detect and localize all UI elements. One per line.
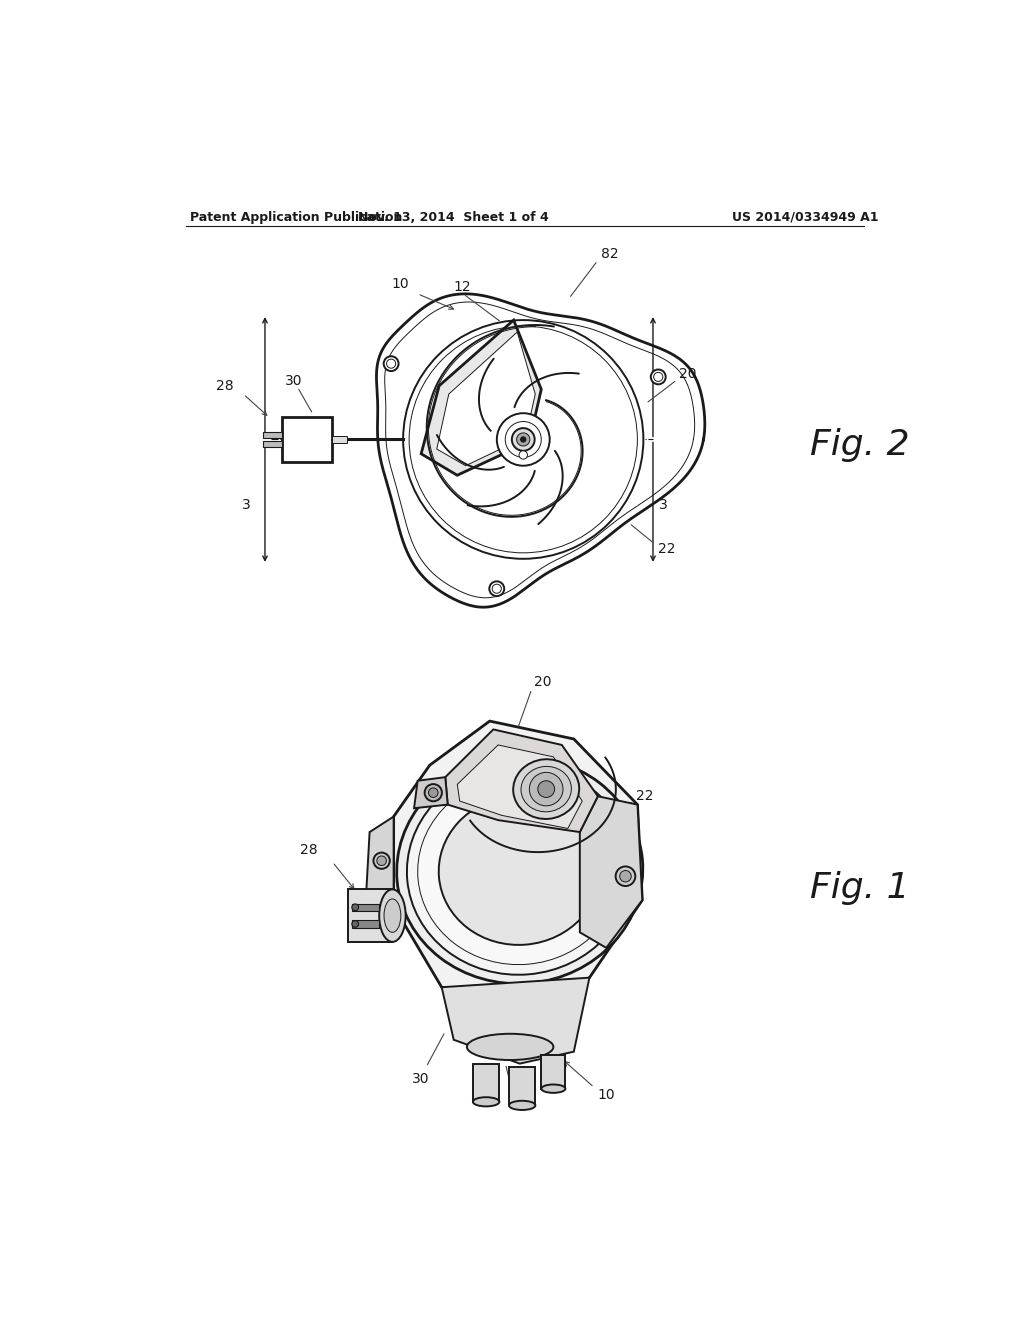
Text: 22: 22 (657, 543, 675, 556)
Text: Nov. 13, 2014  Sheet 1 of 4: Nov. 13, 2014 Sheet 1 of 4 (358, 211, 549, 224)
Ellipse shape (384, 899, 400, 932)
Ellipse shape (467, 1034, 553, 1060)
Polygon shape (366, 817, 393, 906)
Circle shape (620, 870, 631, 882)
Circle shape (489, 581, 504, 597)
Polygon shape (458, 744, 583, 829)
Circle shape (384, 356, 398, 371)
Ellipse shape (473, 1097, 500, 1106)
Circle shape (352, 904, 358, 911)
Ellipse shape (396, 756, 643, 983)
Circle shape (653, 372, 663, 381)
Ellipse shape (513, 759, 580, 818)
Circle shape (529, 772, 563, 805)
Circle shape (512, 428, 535, 451)
Circle shape (374, 853, 390, 869)
Text: 12: 12 (454, 280, 471, 293)
Text: 82: 82 (601, 247, 618, 261)
Circle shape (425, 784, 442, 801)
Text: 30: 30 (286, 374, 303, 388)
Polygon shape (282, 417, 332, 462)
Text: 10: 10 (391, 277, 409, 292)
Circle shape (538, 780, 555, 797)
Ellipse shape (379, 890, 406, 942)
Text: Patent Application Publication: Patent Application Publication (190, 211, 402, 224)
Polygon shape (351, 920, 379, 928)
Text: US 2014/0334949 A1: US 2014/0334949 A1 (732, 211, 879, 224)
Text: 20: 20 (535, 675, 552, 689)
Polygon shape (580, 796, 642, 948)
Polygon shape (445, 730, 598, 832)
Circle shape (352, 920, 358, 928)
Text: 30: 30 (412, 1072, 429, 1086)
Circle shape (403, 321, 643, 558)
Polygon shape (441, 978, 590, 1064)
Polygon shape (262, 441, 282, 447)
Circle shape (517, 433, 529, 446)
Polygon shape (542, 1055, 565, 1089)
Polygon shape (473, 1064, 500, 1102)
Ellipse shape (509, 1101, 536, 1110)
Polygon shape (386, 304, 693, 597)
Circle shape (505, 421, 542, 457)
Ellipse shape (521, 767, 571, 812)
Ellipse shape (438, 796, 601, 945)
Polygon shape (414, 777, 447, 808)
Text: 10: 10 (598, 1088, 615, 1102)
Circle shape (377, 855, 386, 866)
Text: Fig. 1: Fig. 1 (810, 871, 909, 906)
Polygon shape (421, 321, 542, 475)
Text: 28: 28 (300, 843, 318, 857)
Circle shape (428, 788, 438, 797)
Polygon shape (393, 721, 642, 1005)
Text: 20: 20 (679, 367, 697, 380)
Text: 12: 12 (516, 1097, 534, 1111)
Text: 22: 22 (636, 789, 653, 804)
Text: 3: 3 (242, 498, 251, 512)
Polygon shape (437, 333, 536, 466)
Polygon shape (348, 890, 392, 942)
Text: 3: 3 (659, 498, 668, 512)
Ellipse shape (542, 1085, 565, 1093)
Circle shape (615, 866, 635, 886)
Circle shape (493, 585, 502, 593)
Circle shape (387, 359, 395, 368)
Text: 28: 28 (216, 379, 233, 393)
Polygon shape (351, 904, 379, 911)
Circle shape (520, 437, 526, 442)
Circle shape (519, 451, 527, 459)
Polygon shape (262, 432, 282, 438)
Ellipse shape (407, 766, 633, 974)
Circle shape (497, 413, 550, 466)
Circle shape (651, 370, 666, 384)
Polygon shape (509, 1067, 536, 1105)
Text: Fig. 2: Fig. 2 (810, 429, 909, 462)
Ellipse shape (418, 776, 622, 965)
Polygon shape (332, 436, 347, 444)
